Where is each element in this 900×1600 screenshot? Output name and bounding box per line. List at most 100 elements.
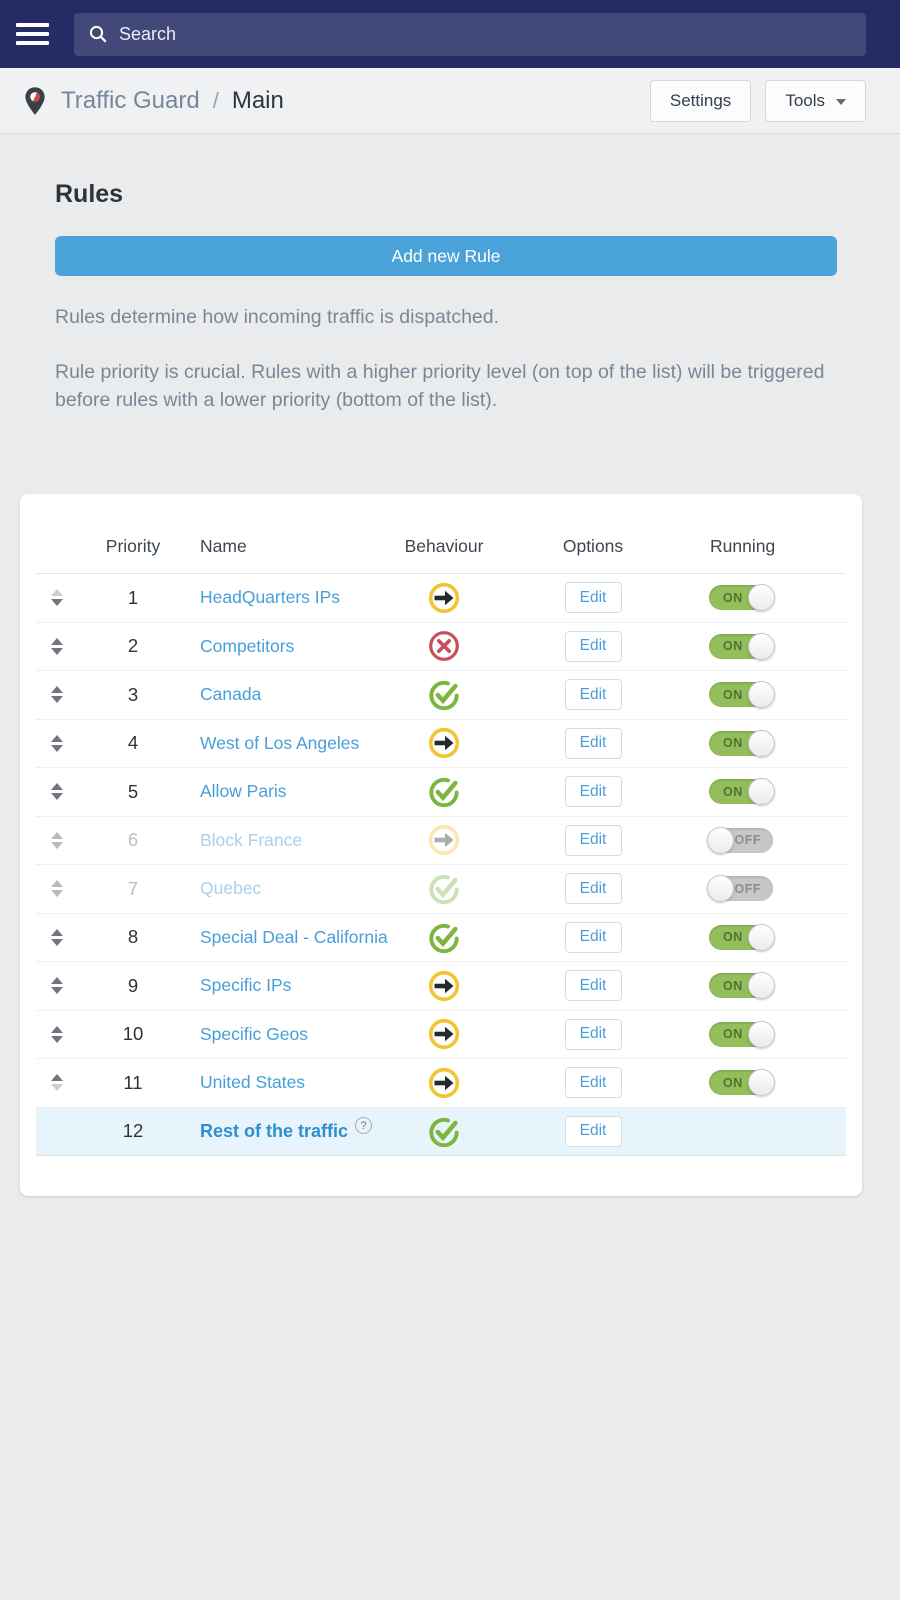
tools-button[interactable]: Tools <box>765 79 866 122</box>
move-down-icon <box>51 890 63 898</box>
edit-button[interactable]: Edit <box>564 1018 622 1050</box>
rule-name-link[interactable]: Rest of the traffic? <box>188 1117 402 1143</box>
running-toggle[interactable]: OFF <box>707 875 773 903</box>
rule-name-link[interactable]: Canada <box>200 684 262 705</box>
help-icon[interactable]: ? <box>355 1117 373 1134</box>
move-down-icon <box>51 1084 63 1092</box>
drag-handle[interactable] <box>36 928 78 946</box>
column-header-name: Name <box>200 535 247 556</box>
running-cell: ON <box>700 632 846 660</box>
table-row: 1 HeadQuarters IPs Edit ON <box>36 574 846 623</box>
running-toggle[interactable]: ON <box>709 923 775 951</box>
move-down-icon <box>51 841 63 849</box>
running-toggle[interactable]: ON <box>709 1020 775 1048</box>
move-up-icon <box>51 637 63 645</box>
options-cell: Edit <box>486 727 700 759</box>
search-icon <box>88 24 108 44</box>
move-down-icon <box>51 599 63 607</box>
priority-value: 7 <box>127 877 139 899</box>
move-up-icon <box>51 1074 63 1082</box>
move-up-icon <box>51 686 63 694</box>
options-cell: Edit <box>486 776 700 808</box>
running-toggle[interactable]: ON <box>709 778 775 806</box>
drag-handle[interactable] <box>36 589 78 607</box>
breadcrumb-page: Main <box>231 86 284 114</box>
options-cell: Edit <box>486 873 700 905</box>
running-toggle[interactable]: ON <box>709 1069 775 1097</box>
rules-description-2: Rule priority is crucial. Rules with a h… <box>55 361 825 411</box>
running-toggle[interactable]: ON <box>709 729 775 757</box>
drag-handle[interactable] <box>36 637 78 655</box>
rule-name-link[interactable]: Specific Geos <box>200 1023 308 1044</box>
drag-handle[interactable] <box>36 783 78 801</box>
behaviour-cell <box>402 824 486 856</box>
running-toggle[interactable]: ON <box>709 584 775 612</box>
allow-circle-icon <box>428 1117 459 1147</box>
rule-name-link[interactable]: Quebec <box>200 878 262 899</box>
breadcrumb-app[interactable]: Traffic Guard <box>61 86 200 114</box>
behaviour-cell <box>402 727 486 759</box>
behaviour-cell <box>402 970 486 1002</box>
add-new-rule-button[interactable]: Add new Rule <box>55 236 837 276</box>
edit-button[interactable]: Edit <box>564 970 622 1002</box>
search-input[interactable] <box>119 23 852 45</box>
edit-button[interactable]: Edit <box>564 776 622 808</box>
move-down-icon <box>51 744 63 752</box>
options-cell: Edit <box>486 630 700 662</box>
drag-handle[interactable] <box>36 977 78 995</box>
behaviour-cell <box>402 872 486 905</box>
rule-name-link[interactable]: Block France <box>200 829 303 850</box>
edit-button[interactable]: Edit <box>564 630 622 662</box>
move-down-icon <box>51 987 63 995</box>
edit-button[interactable]: Edit <box>564 921 622 953</box>
rule-name-link[interactable]: Competitors <box>200 635 295 656</box>
edit-button[interactable]: Edit <box>564 727 622 759</box>
search-box[interactable] <box>74 12 866 56</box>
running-toggle[interactable]: ON <box>709 681 775 709</box>
move-up-icon <box>51 880 63 888</box>
hamburger-menu-icon[interactable] <box>16 23 49 45</box>
table-header-row: Priority Name Behaviour Options Running <box>36 519 846 574</box>
edit-button[interactable]: Edit <box>564 1115 622 1147</box>
drag-handle[interactable] <box>36 831 78 849</box>
edit-button[interactable]: Edit <box>564 824 622 856</box>
rule-name-link[interactable]: Special Deal - California <box>200 926 388 947</box>
rule-name-link[interactable]: HeadQuarters IPs <box>200 587 341 608</box>
rules-description-1: Rules determine how incoming traffic is … <box>55 306 500 328</box>
breadcrumb-bar: Traffic Guard / Main Settings Tools <box>0 68 900 134</box>
toggle-knob <box>748 632 775 660</box>
drag-handle[interactable] <box>36 1025 78 1043</box>
edit-button[interactable]: Edit <box>564 582 622 614</box>
behaviour-cell <box>402 921 486 954</box>
options-cell: Edit <box>486 679 700 711</box>
rule-name-link[interactable]: West of Los Angeles <box>200 732 360 753</box>
table-row: 3 Canada Edit ON <box>36 671 846 720</box>
move-down-icon <box>51 938 63 946</box>
rule-name-link[interactable]: Allow Paris <box>200 781 287 802</box>
rule-name-link[interactable]: Specific IPs <box>200 975 292 996</box>
forward-circle-icon <box>428 1019 460 1050</box>
running-toggle[interactable]: ON <box>709 972 775 1000</box>
running-toggle[interactable]: ON <box>709 632 775 660</box>
toggle-knob <box>748 1069 775 1097</box>
options-cell: Edit <box>486 970 700 1002</box>
drag-handle[interactable] <box>36 734 78 752</box>
drag-handle[interactable] <box>36 880 78 898</box>
priority-value: 12 <box>122 1120 144 1142</box>
edit-button[interactable]: Edit <box>564 1067 622 1099</box>
move-up-icon <box>51 831 63 839</box>
drag-handle[interactable] <box>36 1074 78 1092</box>
toggle-knob <box>748 1020 775 1048</box>
edit-button[interactable]: Edit <box>564 679 622 711</box>
drag-handle[interactable] <box>36 686 78 704</box>
rule-name-link[interactable]: United States <box>200 1072 306 1093</box>
toggle-label: ON <box>723 1075 743 1090</box>
column-header-priority: Priority <box>105 535 161 556</box>
chevron-down-icon <box>836 98 846 105</box>
running-toggle[interactable]: OFF <box>707 826 773 854</box>
toggle-knob <box>748 923 775 951</box>
settings-button[interactable]: Settings <box>649 79 752 122</box>
move-up-icon <box>51 977 63 985</box>
edit-button[interactable]: Edit <box>564 873 622 905</box>
move-down-icon <box>51 1035 63 1043</box>
